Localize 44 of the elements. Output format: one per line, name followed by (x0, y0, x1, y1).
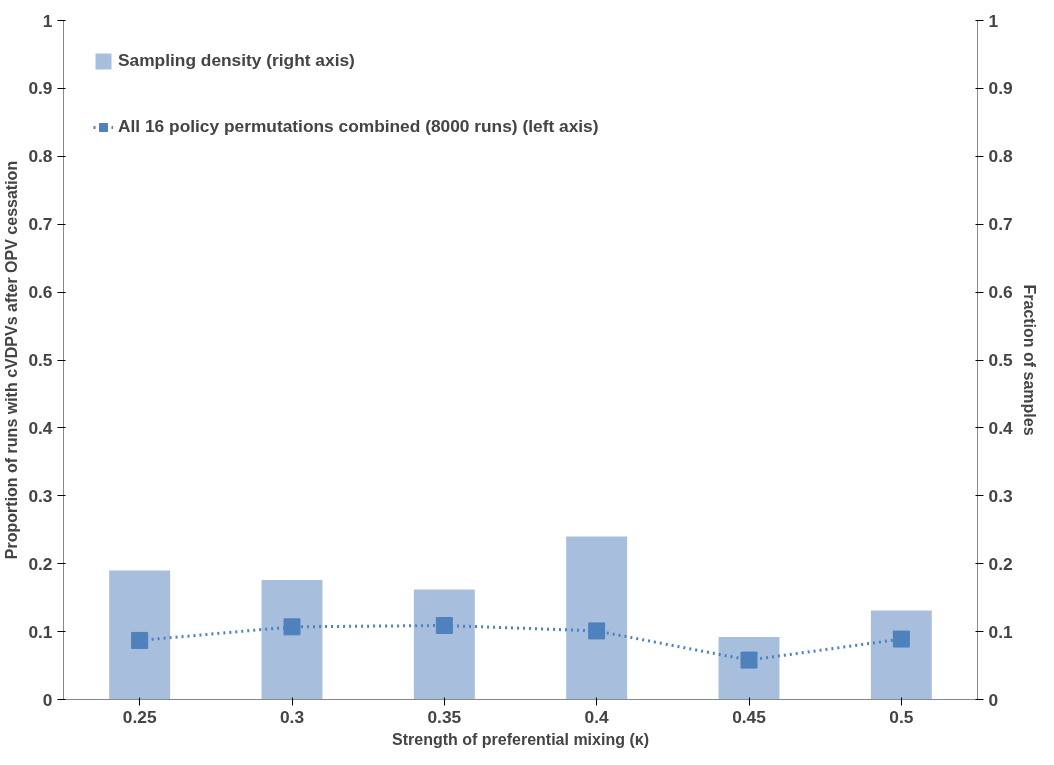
point (892, 630, 910, 648)
legend-label: All 16 policy permutations combined (8000 runs) (left axis) (118, 116, 599, 137)
y-tick-label: 0.6 (28, 282, 53, 303)
x-tick-label: 0.35 (427, 706, 462, 727)
point (283, 618, 301, 636)
y-tick-label: 0.3 (28, 485, 53, 506)
x-tick-label: 0.3 (279, 706, 305, 727)
y2-tick-label: 0.9 (988, 78, 1013, 99)
y-axis-title: Proportion of runs with cVDPVs after OPV cessation (3, 160, 21, 560)
y2-tick-label: 0.6 (988, 282, 1013, 303)
y-tick-label: 0.5 (28, 350, 53, 370)
x-tick-label: 0.5 (889, 706, 914, 727)
point (131, 631, 149, 649)
point (435, 616, 453, 634)
y2-tick-label: 0 (988, 689, 999, 710)
legend-label: Sampling density (right axis) (118, 50, 355, 71)
x-axis-title: Strength of preferential mixing (κ) (392, 730, 649, 748)
y-tick-label: 0.8 (28, 146, 53, 167)
y2-tick-label: 0.1 (988, 621, 1013, 642)
y2-tick-label: 0.4 (988, 417, 1013, 438)
y2-tick-label: 1 (988, 10, 999, 31)
bar (566, 536, 628, 700)
y-tick-label: 0.9 (28, 78, 53, 99)
y-tick-label: 0.1 (28, 621, 53, 642)
bar (718, 637, 780, 700)
bar (261, 580, 323, 700)
bar (870, 610, 932, 700)
y-tick-label: 0.7 (28, 214, 53, 235)
point (588, 622, 606, 640)
bar (109, 570, 171, 700)
y2-tick-label: 0.3 (988, 485, 1013, 506)
y2-axis-title: Fraction of samples (1020, 284, 1038, 436)
y2-tick-label: 0.7 (988, 214, 1013, 235)
x-tick-label: 0.4 (584, 706, 610, 727)
bar (413, 589, 475, 700)
x-tick-label: 0.25 (122, 706, 157, 727)
x-tick-label: 0.45 (732, 706, 767, 727)
y-tick-label: 0.4 (28, 417, 53, 438)
y2-tick-label: 0.5 (988, 350, 1013, 370)
y2-tick-label: 0.2 (988, 553, 1013, 574)
y-tick-label: 0.2 (28, 553, 53, 574)
y2-tick-label: 0.8 (988, 146, 1013, 167)
y-tick-label: 0 (42, 689, 53, 710)
y-tick-label: 1 (42, 10, 53, 31)
